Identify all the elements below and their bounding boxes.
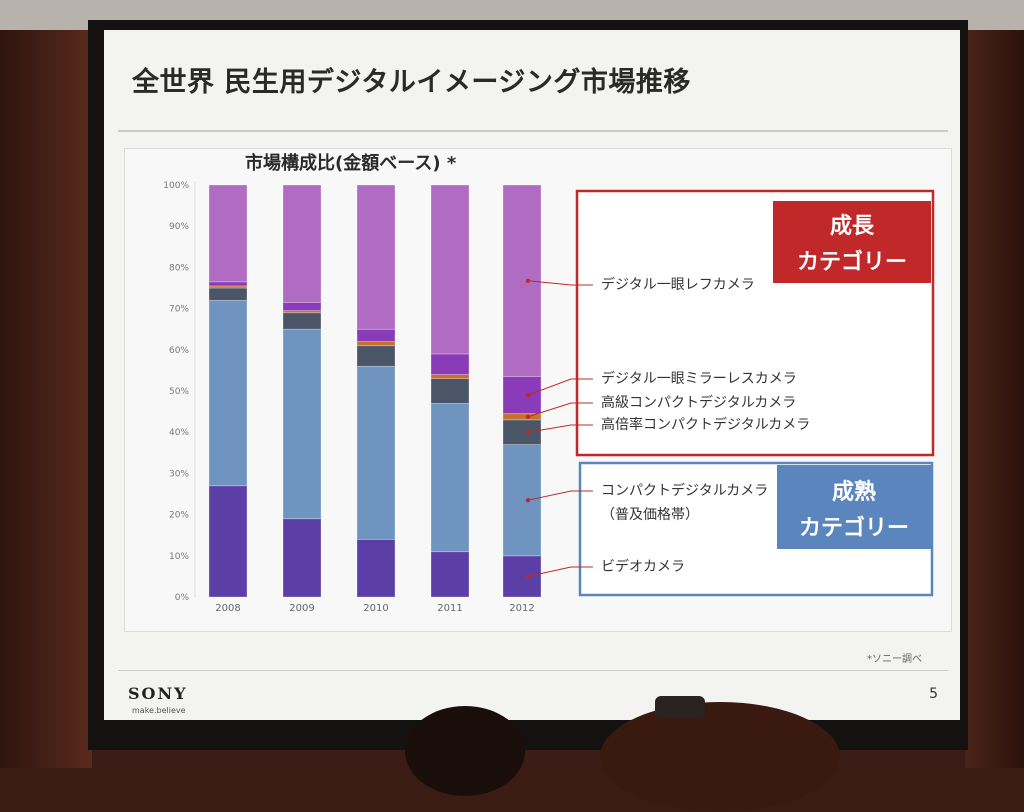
annotation-marker — [525, 574, 531, 579]
bar-segment — [502, 555, 542, 598]
bar-segment — [502, 184, 542, 377]
bar-segment — [282, 302, 322, 312]
x-tick-label: 2009 — [289, 603, 314, 614]
growth-category-label: カテゴリー — [797, 249, 907, 275]
x-tick-label: 2012 — [509, 603, 534, 614]
title-divider — [118, 130, 948, 132]
y-tick-label: 80% — [169, 263, 189, 273]
annotation-leader-line — [527, 566, 593, 577]
mature-category-label: 成熟 — [832, 479, 876, 505]
wall-right — [965, 30, 1024, 768]
presentation-slide: 全世界 民生用デジタルイメージング市場推移 市場構成比(金額ベース) * 0% 10… — [104, 30, 960, 720]
y-tick-label: 70% — [169, 305, 189, 315]
annotation-marker — [525, 497, 531, 503]
x-tick-label: 2010 — [363, 603, 388, 614]
logo-tagline: make.believe — [132, 706, 186, 715]
y-tick-label: 100% — [163, 181, 189, 191]
y-tick-label: 30% — [169, 469, 189, 479]
page-number: 5 — [929, 686, 938, 702]
footer-divider — [118, 670, 948, 671]
x-tick-label: 2011 — [437, 603, 462, 614]
y-tick-label: 90% — [169, 222, 189, 232]
mature-category-label: カテゴリー — [799, 515, 909, 541]
annotation-marker — [525, 414, 531, 419]
bar-segment — [356, 345, 396, 367]
bar-segment — [208, 281, 248, 287]
bar-segment — [356, 184, 396, 330]
y-tick-label: 10% — [169, 552, 189, 562]
bar-segment — [282, 518, 322, 598]
y-tick-label: 40% — [169, 428, 189, 438]
bar-segment — [208, 485, 248, 598]
bar-segment — [208, 184, 248, 283]
bar-segment — [356, 538, 396, 598]
bar-segment — [282, 328, 322, 520]
annotation-marker — [525, 278, 531, 283]
bar-segment — [208, 299, 248, 487]
mature-category-tab — [777, 465, 931, 549]
audience-head — [600, 702, 840, 812]
annotation-label: 高級コンパクトデジタルカメラ — [601, 394, 796, 411]
growth-category-tab — [773, 201, 931, 283]
annotation-marker — [525, 392, 531, 398]
annotation-label: デジタル一眼ミラーレスカメラ — [601, 370, 797, 387]
bar-segment — [430, 353, 470, 375]
audience-head — [655, 696, 705, 718]
stacked-bar-chart: 市場構成比(金額ベース) * 0% 10% 20% 30% 40% 50% 60% 70% 80%… — [163, 152, 935, 614]
annotation-label: ビデオカメラ — [601, 558, 685, 575]
annotation-label: デジタル一眼レフカメラ — [601, 276, 755, 293]
bar-segment — [502, 376, 542, 415]
bar-segment — [282, 184, 322, 303]
chart-title: 市場構成比(金額ベース) * — [245, 152, 457, 174]
y-tick-label: 60% — [169, 346, 189, 356]
bar-segment — [356, 341, 396, 347]
bar-segment — [430, 378, 470, 404]
bar-segment — [208, 287, 248, 301]
annotation-leader-line — [527, 402, 593, 418]
bar-segment — [502, 419, 542, 445]
bar-segment — [356, 365, 396, 540]
growth-category-label: 成長 — [830, 214, 875, 239]
slide-title: 全世界 民生用デジタルイメージング市場推移 — [132, 67, 691, 98]
bar-segment — [430, 402, 470, 553]
bar-segment — [430, 374, 470, 380]
wall-left — [0, 30, 92, 768]
bar-segment — [430, 551, 470, 598]
annotation-leader-line — [527, 280, 593, 286]
audience-head — [405, 706, 525, 796]
bar-segment — [430, 184, 470, 355]
bar-segment — [282, 312, 322, 330]
bar-segment — [356, 328, 396, 342]
annotation-leader-line — [527, 490, 593, 501]
annotation-leader-line — [527, 378, 593, 396]
y-tick-label: 20% — [169, 511, 189, 521]
annotation-label: （普及価格帯） — [601, 507, 699, 523]
y-tick-label: 50% — [169, 387, 189, 397]
annotation-marker — [525, 430, 531, 435]
annotation-leader-line — [527, 424, 593, 433]
annotation-label: 高倍率コンパクトデジタルカメラ — [601, 416, 810, 433]
y-tick-label: 0% — [175, 593, 190, 603]
sony-logo: SONY — [128, 684, 188, 703]
chart-panel: 市場構成比(金額ベース) * 0% 10% 20% 30% 40% 50% 60% 70% 80%… — [124, 148, 952, 632]
bar-segment — [502, 444, 542, 557]
footnote: *ソニー調べ — [867, 654, 922, 665]
annotation-label: コンパクトデジタルカメラ — [601, 482, 768, 499]
x-tick-label: 2008 — [215, 603, 240, 614]
